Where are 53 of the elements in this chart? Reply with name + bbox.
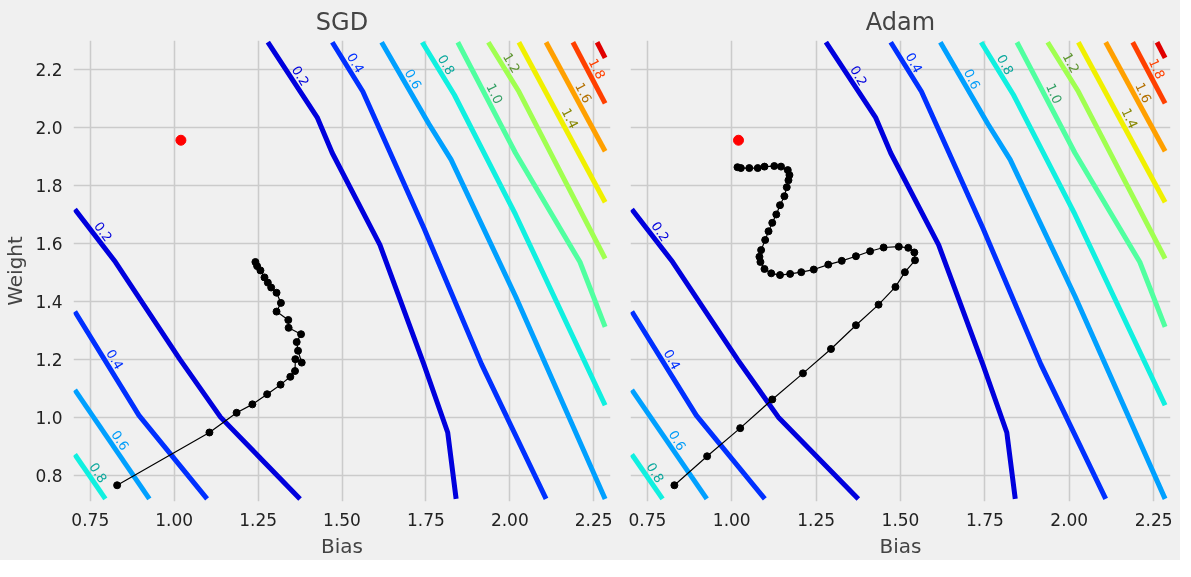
y-tick-label: 1.2 [35,349,63,370]
y-tick-label: 0.8 [35,465,63,486]
x-tick-label: 1.75 [406,509,445,530]
text: 0.6 [401,66,425,92]
text: 0.6 [108,427,133,454]
text: 0.4 [660,346,684,373]
chart-title: Adam [865,7,936,36]
text: 0.4 [103,346,127,373]
text: 1.6 [1132,80,1155,106]
x-tick-label: 2.25 [574,509,613,530]
text: 1.4 [1118,105,1141,131]
y-tick-label: 1.6 [35,233,63,254]
x-tick-label: 1.25 [239,509,278,530]
text: 0.8 [643,460,667,486]
text: 1.0 [1042,81,1066,107]
text: 0.2 [90,218,116,245]
x-tick-label: 1.50 [323,509,361,530]
text: 1.8 [1145,56,1168,82]
text: 0.2 [847,63,871,89]
x-tick-label: 1.75 [965,509,1004,530]
text: 0.6 [665,427,690,454]
y-tick-label: 2.2 [35,59,63,80]
x-tick-label: 1.00 [155,509,194,530]
x-axis-title: Bias [879,533,922,558]
text: 0.2 [288,63,313,89]
text: 0.4 [902,50,926,76]
text: 0.8 [86,459,111,486]
x-tick-label: 0.75 [628,509,667,530]
y-axis-title: Weight [3,236,28,306]
x-tick-label: 1.25 [797,509,836,530]
y-tick-label: 1.0 [35,407,63,428]
text: 0.8 [434,51,458,78]
chart-title: SGD [315,7,369,36]
text: 0.4 [343,50,368,76]
x-tick-label: 2.00 [1050,509,1089,530]
x-tick-label: 0.75 [71,509,110,530]
x-tick-label: 2.25 [1134,509,1173,530]
text: 0.8 [993,51,1017,78]
text: 1.0 [483,81,506,107]
text: 1.2 [1059,50,1083,76]
x-tick-label: 1.50 [881,509,920,530]
text: 0.6 [960,66,984,92]
text: 0.2 [648,218,673,245]
x-tick-label: 1.00 [712,509,751,530]
text: 1.2 [499,50,524,76]
y-tick-label: 2.0 [35,117,63,138]
text: 1.4 [558,105,582,131]
text: 1.6 [572,80,595,106]
x-tick-label: 2.00 [490,509,529,530]
text: 1.8 [585,56,609,82]
y-tick-label: 1.4 [35,291,63,312]
x-axis-title: Bias [321,533,363,558]
y-tick-label: 1.8 [35,175,63,196]
